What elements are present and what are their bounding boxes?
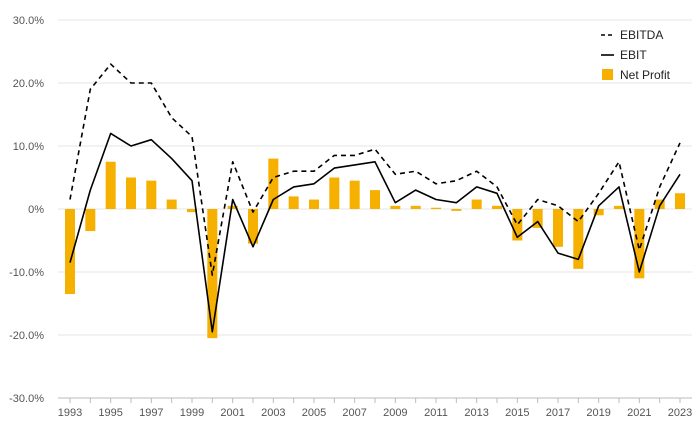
- net-profit-bar: [410, 205, 421, 209]
- x-tick-label: 2011: [424, 407, 448, 419]
- net-profit-bar: [431, 207, 441, 209]
- net-profit-bar: [349, 180, 360, 209]
- y-tick-label: 20.0%: [13, 78, 44, 90]
- net-profit-bar: [248, 209, 258, 244]
- net-profit-bar: [227, 205, 238, 209]
- y-axis-tick-labels: 30.0% 20.0% 10.0% 0% -10.0% -20.0% -30.0%: [9, 15, 44, 405]
- y-tick-label: 30.0%: [13, 15, 44, 27]
- legend-swatch: [602, 69, 613, 80]
- net-profit-bar: [126, 177, 136, 209]
- net-profit-bar: [675, 193, 685, 209]
- net-profit-bar: [451, 209, 462, 211]
- net-profit-bar: [573, 209, 584, 269]
- x-tick-label: 1999: [180, 407, 204, 419]
- legend-label: EBITDA: [620, 28, 663, 42]
- y-tick-label: -10.0%: [9, 267, 44, 279]
- x-tick-label: 1995: [98, 407, 122, 419]
- legend[interactable]: EBITDA EBIT Net Profit: [601, 28, 671, 82]
- series-lines: [69, 63, 681, 333]
- net-profit-bar: [85, 209, 96, 232]
- x-tick-label: 2007: [342, 407, 366, 419]
- legend-item-ebitda: EBITDA: [601, 28, 663, 42]
- x-tick-label: 1997: [139, 407, 163, 419]
- ebitda-line: [69, 63, 681, 276]
- net-profit-bar: [634, 209, 645, 279]
- net-profit-bar: [553, 209, 563, 247]
- legend-label: Net Profit: [620, 68, 671, 82]
- x-tick-label: 2013: [464, 407, 488, 419]
- net-profit-bars: [65, 158, 685, 339]
- x-tick-label: 2009: [383, 407, 407, 419]
- y-tick-label: 0%: [28, 204, 44, 216]
- net-profit-bar: [288, 196, 299, 209]
- net-profit-bar: [492, 205, 502, 209]
- x-tick-label: 2023: [668, 407, 692, 419]
- x-tick-label: 2019: [586, 407, 610, 419]
- x-tick-label: 1993: [58, 407, 82, 419]
- net-profit-bar: [390, 205, 401, 209]
- x-tick-label: 2015: [505, 407, 529, 419]
- net-profit-bar: [187, 209, 197, 213]
- y-tick-label: 10.0%: [13, 141, 44, 153]
- y-tick-label: -30.0%: [9, 393, 44, 405]
- ebit-line: [69, 132, 681, 333]
- net-profit-bar: [471, 199, 482, 209]
- net-profit-bar: [268, 158, 279, 209]
- net-profit-bar: [65, 209, 75, 295]
- legend-item-net-profit: Net Profit: [602, 68, 671, 82]
- net-profit-bar: [329, 177, 340, 209]
- y-tick-label: -20.0%: [9, 330, 44, 342]
- net-profit-bar: [166, 199, 177, 209]
- x-tick-label: 2021: [627, 407, 651, 419]
- net-profit-bar: [105, 161, 116, 209]
- x-tick-label: 2003: [261, 407, 285, 419]
- net-profit-bar: [512, 209, 523, 241]
- x-tick-label: 2017: [546, 407, 570, 419]
- x-tick-label: 2005: [302, 407, 326, 419]
- net-profit-bar: [614, 205, 624, 209]
- net-profit-bar: [309, 199, 319, 209]
- net-profit-bar: [146, 180, 157, 209]
- net-profit-bar: [370, 190, 380, 209]
- x-tick-label: 2001: [220, 407, 244, 419]
- legend-label: EBIT: [620, 48, 647, 62]
- legend-item-ebit: EBIT: [601, 48, 647, 62]
- net-profit-bar: [654, 199, 665, 209]
- net-profit-bar: [532, 209, 543, 228]
- x-axis: 1993 1995 1997 1999 2001 2003 2005 2007 2009 2011…: [58, 397, 692, 419]
- net-profit-bar: [593, 209, 604, 216]
